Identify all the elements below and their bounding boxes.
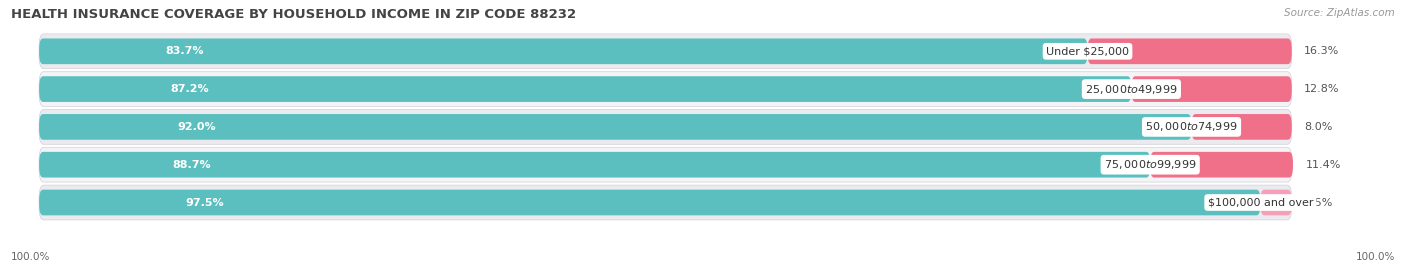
Text: $50,000 to $74,999: $50,000 to $74,999 (1146, 120, 1237, 133)
FancyBboxPatch shape (39, 72, 1292, 106)
Text: HEALTH INSURANCE COVERAGE BY HOUSEHOLD INCOME IN ZIP CODE 88232: HEALTH INSURANCE COVERAGE BY HOUSEHOLD I… (11, 8, 576, 21)
Text: 12.8%: 12.8% (1305, 84, 1340, 94)
FancyBboxPatch shape (39, 110, 1292, 144)
Text: $25,000 to $49,999: $25,000 to $49,999 (1085, 83, 1178, 96)
FancyBboxPatch shape (39, 185, 1292, 220)
Text: 16.3%: 16.3% (1305, 46, 1340, 56)
Text: $100,000 and over: $100,000 and over (1208, 197, 1313, 208)
FancyBboxPatch shape (39, 114, 1191, 140)
FancyBboxPatch shape (39, 34, 1292, 69)
Text: 83.7%: 83.7% (165, 46, 204, 56)
Text: 97.5%: 97.5% (186, 197, 225, 208)
FancyBboxPatch shape (39, 76, 1132, 102)
Text: Under $25,000: Under $25,000 (1046, 46, 1129, 56)
FancyBboxPatch shape (39, 38, 1088, 64)
Text: 88.7%: 88.7% (173, 160, 211, 170)
Text: 100.0%: 100.0% (11, 252, 51, 262)
Text: Source: ZipAtlas.com: Source: ZipAtlas.com (1284, 8, 1395, 18)
FancyBboxPatch shape (1191, 114, 1292, 140)
Text: $75,000 to $99,999: $75,000 to $99,999 (1104, 158, 1197, 171)
FancyBboxPatch shape (39, 190, 1260, 215)
FancyBboxPatch shape (1150, 152, 1294, 178)
FancyBboxPatch shape (39, 152, 1150, 178)
Text: 8.0%: 8.0% (1305, 122, 1333, 132)
Text: 92.0%: 92.0% (177, 122, 217, 132)
Text: 87.2%: 87.2% (170, 84, 209, 94)
FancyBboxPatch shape (1132, 76, 1292, 102)
FancyBboxPatch shape (1088, 38, 1292, 64)
FancyBboxPatch shape (39, 147, 1292, 182)
Text: 11.4%: 11.4% (1306, 160, 1341, 170)
Text: 100.0%: 100.0% (1355, 252, 1395, 262)
Text: 2.5%: 2.5% (1305, 197, 1333, 208)
FancyBboxPatch shape (1260, 190, 1292, 215)
